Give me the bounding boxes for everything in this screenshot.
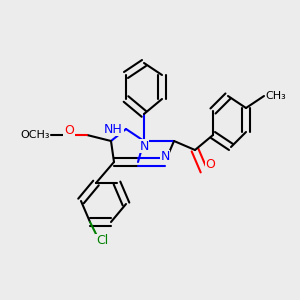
Text: NH: NH xyxy=(104,122,123,136)
Text: N: N xyxy=(139,140,149,152)
Text: OCH₃: OCH₃ xyxy=(20,130,50,140)
Text: O: O xyxy=(206,158,215,171)
Text: N: N xyxy=(160,151,170,164)
Text: Cl: Cl xyxy=(96,235,108,248)
Text: CH₃: CH₃ xyxy=(266,91,286,101)
Text: O: O xyxy=(64,124,74,136)
